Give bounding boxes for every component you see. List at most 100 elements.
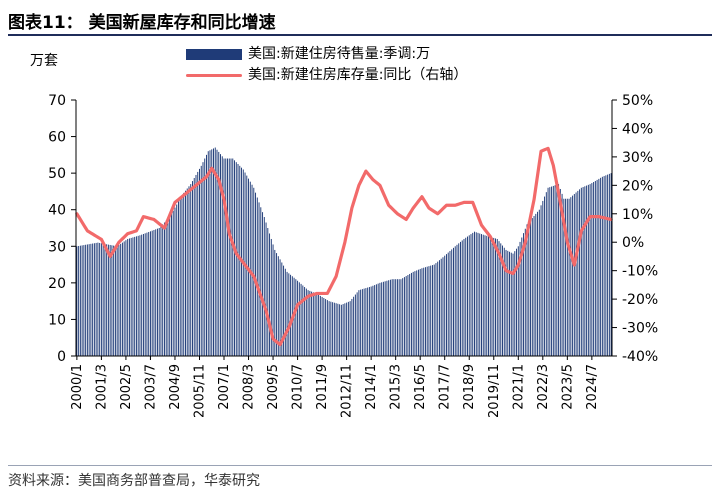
bar-291 xyxy=(586,185,588,356)
bar-183 xyxy=(396,279,398,356)
bar-241 xyxy=(498,241,500,356)
bar-25 xyxy=(120,243,122,356)
bar-224 xyxy=(468,235,470,356)
bar-252 xyxy=(517,246,519,356)
bar-82 xyxy=(220,154,221,356)
bar-298 xyxy=(598,178,600,356)
bar-147 xyxy=(333,302,335,356)
bar-159 xyxy=(354,294,356,356)
bar-65 xyxy=(190,184,192,356)
bar-67 xyxy=(193,178,195,356)
bar-192 xyxy=(412,271,414,356)
bar-116 xyxy=(279,259,281,356)
bar-29 xyxy=(127,238,129,356)
bar-301 xyxy=(603,176,605,356)
bar-89 xyxy=(232,158,234,356)
bar-92 xyxy=(237,164,239,356)
bar-148 xyxy=(335,303,337,356)
bar-263 xyxy=(537,211,539,356)
bar-76 xyxy=(209,150,211,356)
bar-88 xyxy=(230,158,232,356)
bar-160 xyxy=(356,292,358,356)
bar-93 xyxy=(239,165,241,356)
bar-268 xyxy=(545,192,547,356)
bar-106 xyxy=(262,212,264,356)
chart-svg: 0 10 20 30 40 50 60 70 -40% -30% -20% -10% 0% 10% 20% 3… xyxy=(48,93,658,418)
bar-271 xyxy=(551,186,553,356)
bar-12 xyxy=(97,242,99,356)
bar-212 xyxy=(447,252,449,356)
source-note: 资料来源：美国商务部普查局，华泰研究 xyxy=(8,473,260,489)
bar-270 xyxy=(549,187,551,356)
bar-279 xyxy=(565,198,567,356)
bar-297 xyxy=(596,179,598,356)
bar-229 xyxy=(477,232,479,356)
bar-19 xyxy=(109,244,111,356)
bar-133 xyxy=(309,290,311,356)
bar-102 xyxy=(255,192,257,356)
legend-item-line: 美国:新建住房库存量:同比（右轴） xyxy=(186,65,467,86)
bar-61 xyxy=(183,192,185,356)
bar-47 xyxy=(158,228,160,356)
bar-190 xyxy=(409,273,411,356)
bar-10 xyxy=(93,243,95,356)
bar-211 xyxy=(445,254,447,356)
bar-302 xyxy=(605,175,607,356)
bar-169 xyxy=(372,285,374,356)
bar-276 xyxy=(559,188,561,356)
bar-16 xyxy=(104,243,106,356)
bar-78 xyxy=(213,148,214,356)
bar-120 xyxy=(286,271,288,356)
bar-182 xyxy=(395,279,397,356)
bar-13 xyxy=(99,242,101,356)
bar-284 xyxy=(573,194,575,356)
bar-186 xyxy=(402,278,404,356)
bar-288 xyxy=(580,187,582,356)
bar-58 xyxy=(177,201,179,356)
bar-114 xyxy=(276,253,278,356)
x-tick-label-14: 2016/5 xyxy=(413,364,428,410)
bar-231 xyxy=(481,234,482,356)
bar-242 xyxy=(500,243,502,356)
bar-122 xyxy=(290,274,292,356)
bar-258 xyxy=(528,222,530,356)
bar-277 xyxy=(561,193,563,356)
bar-38 xyxy=(142,233,144,356)
bar-247 xyxy=(509,251,511,356)
bar-201 xyxy=(428,266,430,356)
bar-166 xyxy=(367,287,369,356)
bar-142 xyxy=(325,299,327,356)
right-tick-label-8: 40% xyxy=(622,121,653,137)
bar-221 xyxy=(463,238,465,356)
x-tick-label-8: 2009/5 xyxy=(266,364,281,410)
bar-199 xyxy=(424,267,426,356)
x-tick-label-13: 2015/3 xyxy=(389,364,404,410)
bar-117 xyxy=(281,262,283,356)
bar-51 xyxy=(165,220,167,356)
bar-18 xyxy=(107,244,109,356)
right-tick-label-2: -20% xyxy=(622,292,658,308)
bar-232 xyxy=(482,234,484,356)
bar-144 xyxy=(328,301,330,356)
bar-300 xyxy=(601,176,603,356)
bar-187 xyxy=(403,277,405,356)
bar-219 xyxy=(460,241,461,356)
right-tick-label-0: -40% xyxy=(622,349,658,365)
bar-3 xyxy=(81,245,83,356)
x-tick-label-1: 2001/3 xyxy=(94,364,109,410)
bar-226 xyxy=(472,232,474,356)
bar-101 xyxy=(253,187,255,356)
legend-swatch-bar xyxy=(186,49,242,60)
x-tick-label-0: 2000/1 xyxy=(70,364,85,410)
bar-283 xyxy=(572,195,574,356)
x-tick-label-2: 2002/5 xyxy=(119,364,134,410)
bar-40 xyxy=(146,232,148,356)
bar-213 xyxy=(449,250,451,356)
bar-188 xyxy=(405,276,407,356)
bar-59 xyxy=(179,198,181,356)
right-tick-label-3: -10% xyxy=(622,264,658,280)
bar-107 xyxy=(263,217,265,356)
bar-217 xyxy=(456,244,458,356)
bar-163 xyxy=(361,289,363,356)
bar-275 xyxy=(558,184,560,356)
